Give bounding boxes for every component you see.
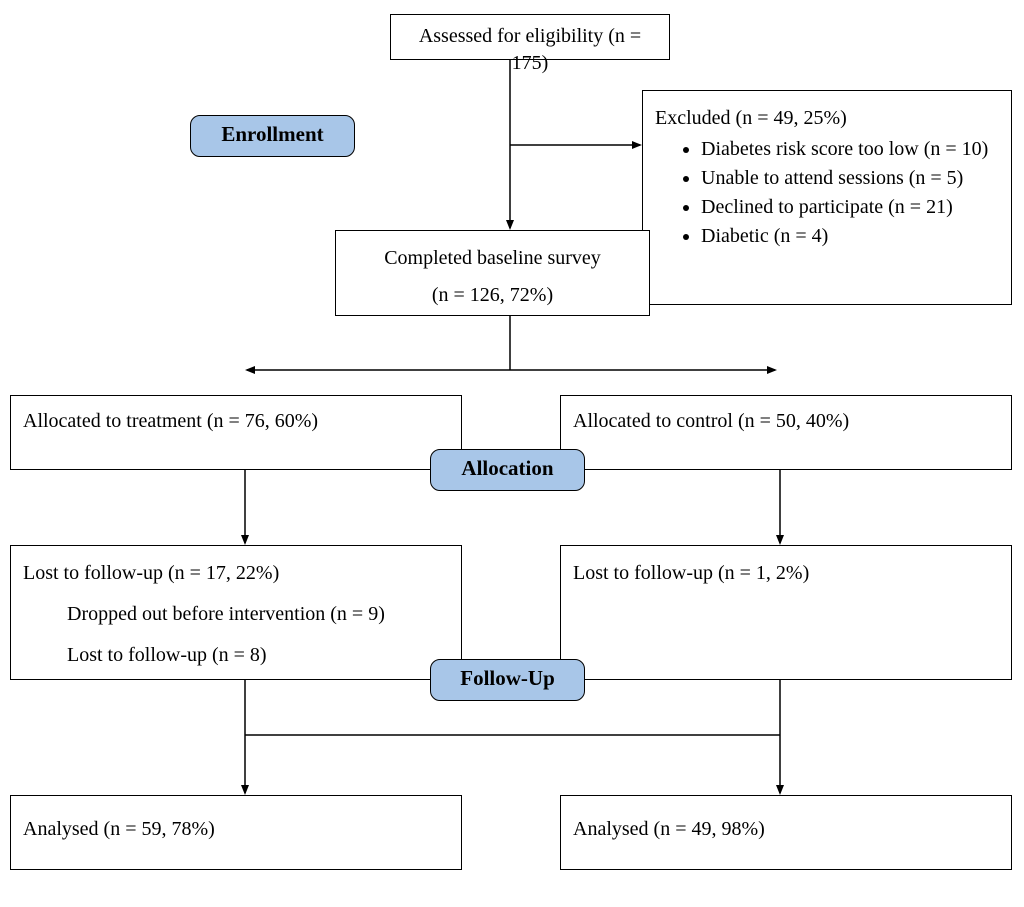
node-alloc-control: Allocated to control (n = 50, 40%) — [560, 395, 1012, 470]
node-alloc-treatment: Allocated to treatment (n = 76, 60%) — [10, 395, 462, 470]
phase-allocation-label: Allocation — [461, 456, 553, 480]
node-analysed-control: Analysed (n = 49, 98%) — [560, 795, 1012, 870]
excluded-item: Diabetes risk score too low (n = 10) — [701, 136, 999, 163]
node-baseline: Completed baseline survey (n = 126, 72%) — [335, 230, 650, 316]
lfu-treatment-sub1: Dropped out before intervention (n = 9) — [23, 601, 449, 628]
node-baseline-line2: (n = 126, 72%) — [348, 282, 637, 309]
node-excluded-list: Diabetes risk score too low (n = 10) Una… — [655, 136, 999, 250]
phase-followup: Follow-Up — [430, 659, 585, 701]
node-excluded-title: Excluded (n = 49, 25%) — [655, 105, 999, 132]
node-assessed-label: Assessed for eligibility (n = 175) — [419, 25, 641, 74]
phase-followup-label: Follow-Up — [460, 666, 555, 690]
excluded-item: Unable to attend sessions (n = 5) — [701, 165, 999, 192]
node-excluded: Excluded (n = 49, 25%) Diabetes risk sco… — [642, 90, 1012, 305]
node-alloc-treatment-label: Allocated to treatment (n = 76, 60%) — [23, 410, 318, 432]
node-baseline-line1: Completed baseline survey — [348, 245, 637, 272]
flowchart-canvas: Assessed for eligibility (n = 175) Enrol… — [0, 0, 1024, 907]
phase-enrollment-label: Enrollment — [221, 122, 323, 146]
phase-enrollment: Enrollment — [190, 115, 355, 157]
node-lfu-control: Lost to follow-up (n = 1, 2%) — [560, 545, 1012, 680]
analysed-control-label: Analysed (n = 49, 98%) — [573, 818, 765, 840]
node-analysed-treatment: Analysed (n = 59, 78%) — [10, 795, 462, 870]
excluded-item: Diabetic (n = 4) — [701, 223, 999, 250]
lfu-control-label: Lost to follow-up (n = 1, 2%) — [573, 562, 809, 584]
node-alloc-control-label: Allocated to control (n = 50, 40%) — [573, 410, 849, 432]
lfu-treatment-sub2: Lost to follow-up (n = 8) — [23, 642, 449, 669]
phase-allocation: Allocation — [430, 449, 585, 491]
analysed-treatment-label: Analysed (n = 59, 78%) — [23, 818, 215, 840]
lfu-treatment-title: Lost to follow-up (n = 17, 22%) — [23, 560, 449, 587]
excluded-item: Declined to participate (n = 21) — [701, 194, 999, 221]
node-lfu-treatment: Lost to follow-up (n = 17, 22%) Dropped … — [10, 545, 462, 680]
node-assessed: Assessed for eligibility (n = 175) — [390, 14, 670, 60]
